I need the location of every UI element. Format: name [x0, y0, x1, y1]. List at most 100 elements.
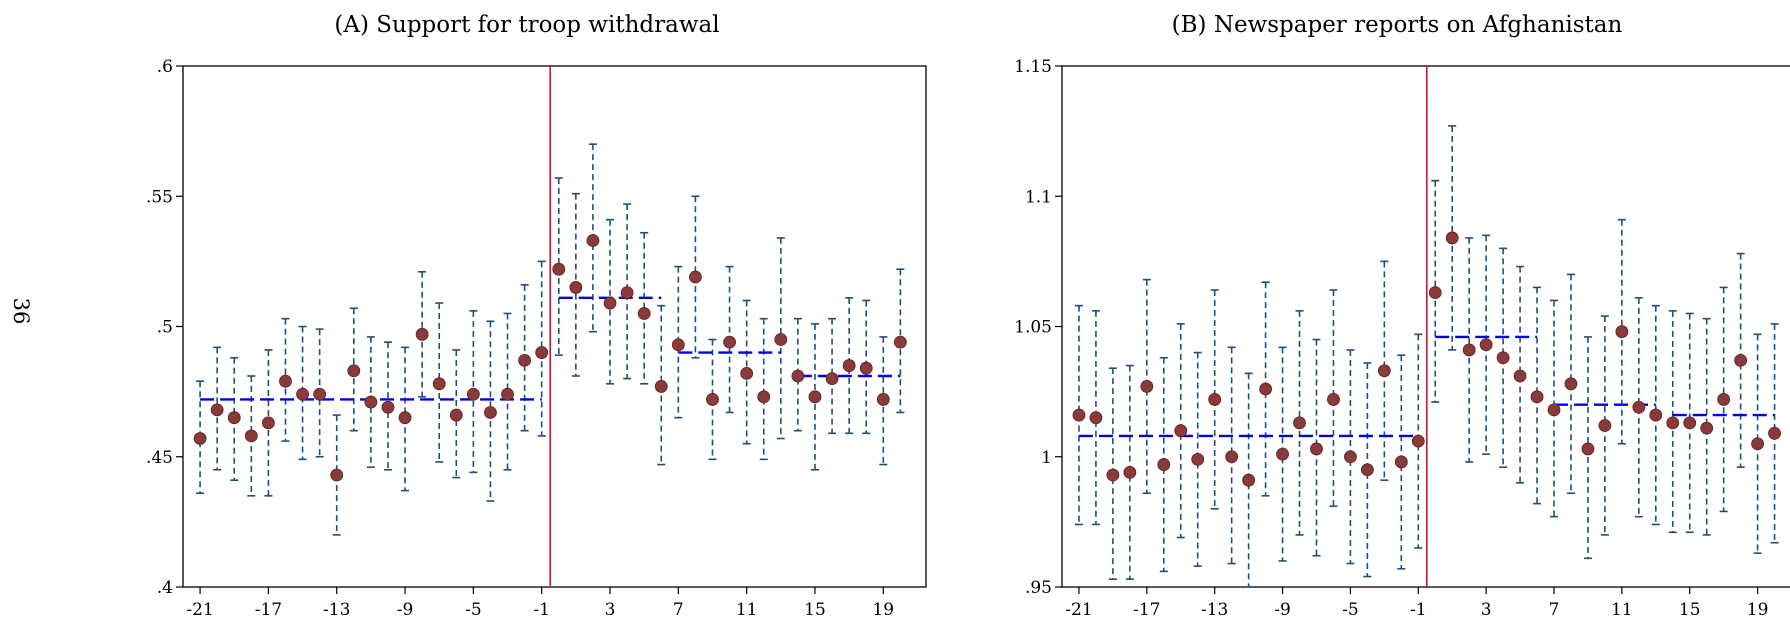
data-point	[244, 429, 258, 443]
data-point	[1191, 452, 1205, 466]
data-point	[398, 411, 412, 425]
data-point	[1089, 411, 1103, 425]
y-tick-label: 1.15	[1014, 57, 1052, 77]
error-bar	[1702, 317, 1711, 536]
data-point	[227, 411, 241, 425]
error-bar	[247, 375, 256, 497]
data-point	[347, 364, 361, 378]
chart-panel-b: (B) Newspaper reports on Afghanistan .95 1…	[1014, 12, 1790, 620]
data-point	[791, 369, 805, 383]
error-bar	[1261, 281, 1270, 497]
error-bar	[1074, 304, 1083, 526]
error-bar	[1125, 364, 1134, 580]
data-point	[381, 400, 395, 414]
data-point	[1411, 434, 1425, 448]
y-tick-label: 1	[1041, 448, 1052, 468]
data-point	[364, 395, 378, 409]
data-point	[1615, 325, 1629, 339]
data-point	[1479, 338, 1493, 352]
chart-title: (B) Newspaper reports on Afghanistan	[1172, 12, 1623, 38]
error-bar	[1414, 333, 1423, 549]
x-tick-label: -1	[1410, 600, 1427, 620]
y-tick-label: .55	[146, 187, 173, 207]
data-point	[1225, 450, 1239, 464]
error-bar	[1482, 234, 1491, 455]
data-point	[1717, 393, 1731, 406]
data-point	[330, 468, 344, 482]
error-bar	[1634, 297, 1643, 518]
data-point	[1700, 421, 1714, 435]
data-point	[1496, 351, 1510, 365]
data-point	[1564, 377, 1578, 391]
error-bar	[1210, 289, 1219, 510]
error-bar	[1312, 338, 1321, 557]
data-point	[1598, 419, 1612, 432]
data-point	[1513, 369, 1527, 383]
x-tick-label: -13	[1201, 600, 1228, 620]
error-bar	[708, 338, 717, 461]
error-bar	[623, 203, 632, 380]
data-point	[1360, 463, 1374, 477]
data-point	[279, 374, 292, 388]
data-point	[535, 346, 549, 359]
y-tick-label: .95	[1025, 578, 1052, 598]
error-bar	[1600, 315, 1609, 536]
error-bar	[1685, 312, 1694, 534]
data-point	[1377, 364, 1391, 378]
error-bar	[435, 302, 444, 463]
x-tick-label: 7	[673, 600, 684, 620]
x-tick-label: 11	[1611, 600, 1633, 620]
data-point	[1768, 426, 1781, 440]
x-tick-label: 3	[1481, 600, 1492, 620]
data-point	[1428, 286, 1442, 300]
data-point	[842, 359, 856, 372]
data-point	[1327, 393, 1340, 406]
error-bar	[1499, 247, 1508, 468]
data-point	[620, 286, 634, 300]
x-tick-label: -9	[397, 600, 414, 620]
data-point	[210, 403, 224, 417]
error-bar	[1363, 362, 1372, 578]
x-tick-label: -1	[533, 600, 550, 620]
data-point	[757, 390, 771, 404]
x-tick-label: -5	[465, 600, 482, 620]
error-bar	[554, 177, 563, 356]
data-point	[432, 377, 446, 391]
error-bar	[793, 317, 802, 432]
data-point	[1344, 450, 1357, 464]
data-point	[552, 262, 566, 276]
x-tick-label: 15	[1679, 600, 1701, 620]
x-tick-label: -17	[255, 600, 282, 620]
data-point	[1123, 465, 1137, 479]
data-point	[689, 270, 702, 284]
data-point	[1242, 473, 1256, 487]
x-tick-label: 7	[1549, 600, 1560, 620]
data-point	[1072, 408, 1086, 422]
data-point	[893, 335, 907, 349]
x-tick-label: -13	[323, 600, 350, 620]
chart-panel-a: (A) Support for troop withdrawal .4 .45 .5.…	[146, 12, 927, 620]
y-tick-label: .45	[146, 448, 173, 468]
data-point	[671, 338, 685, 352]
data-point	[1276, 447, 1289, 461]
data-point	[1581, 442, 1595, 456]
error-bar	[537, 260, 546, 437]
data-point	[808, 390, 822, 404]
data-point	[876, 393, 890, 406]
data-point	[603, 296, 617, 310]
error-bar	[1651, 304, 1660, 526]
data-point	[449, 408, 463, 422]
error-bar	[1770, 323, 1779, 544]
data-point	[1140, 380, 1154, 393]
error-bar	[1397, 354, 1406, 570]
error-bar	[1753, 333, 1762, 554]
y-tick-label: .4	[157, 578, 173, 598]
error-bar	[828, 317, 837, 435]
data-point	[1394, 455, 1408, 469]
data-point	[415, 327, 429, 341]
data-point	[193, 432, 207, 445]
data-point	[1649, 408, 1663, 422]
data-point	[569, 281, 583, 294]
